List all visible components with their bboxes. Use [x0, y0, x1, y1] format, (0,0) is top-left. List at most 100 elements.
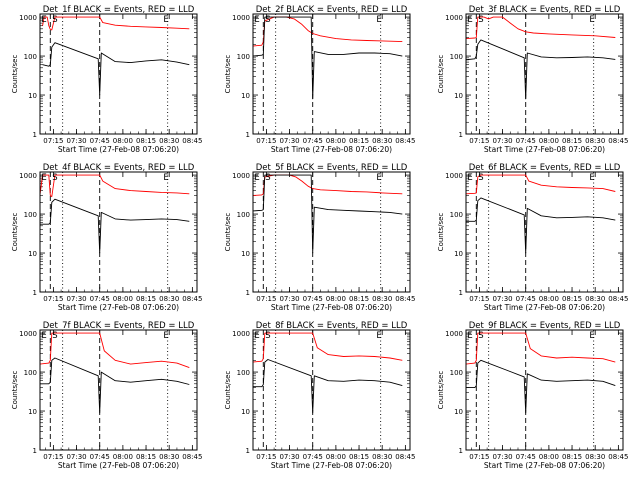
series-group — [40, 332, 190, 414]
y-tick-label: 100 — [237, 53, 250, 61]
series-line-events — [42, 42, 190, 96]
y-tick-label: 1000 — [19, 172, 37, 180]
x-tick-label: 08:45 — [395, 295, 415, 303]
series-line-lld — [42, 16, 190, 31]
x-tick-label: 07:45 — [90, 295, 110, 303]
y-axis-label: Counts/sec — [224, 55, 232, 94]
x-tick-label: 08:15 — [562, 295, 582, 303]
x-tick-label: 07:30 — [279, 453, 299, 461]
series-line-events — [253, 174, 403, 254]
x-tick-label: 07:45 — [516, 137, 536, 145]
y-tick-label: 1000 — [232, 330, 250, 338]
detector-chart-6: Det_6f BLACK = Events, RED = LLD 1 10 100 10… — [437, 163, 628, 312]
x-tick-label: 07:45 — [516, 453, 536, 461]
x-tick-label: 07:15 — [256, 453, 276, 461]
event-marker-label: S — [265, 331, 270, 341]
plot-frame — [465, 329, 624, 451]
x-tick-label: 08:00 — [539, 295, 559, 303]
x-axis-label: Start Time (27-Feb-08 07:06:20) — [484, 145, 605, 154]
series-line-lld — [253, 332, 403, 363]
x-tick-label: 07:15 — [469, 453, 489, 461]
x-tick-label: 07:15 — [256, 295, 276, 303]
plot-frame — [39, 171, 198, 293]
x-tick-label: 07:15 — [43, 137, 63, 145]
series-line-lld — [466, 174, 616, 195]
detector-chart-2: Det_2f BLACK = Events, RED = LLD 1 10 100 10… — [224, 5, 415, 154]
x-tick-label: 08:45 — [608, 453, 628, 461]
event-marker-label: E — [376, 331, 381, 341]
x-axis-label: Start Time (27-Feb-08 07:06:20) — [58, 145, 179, 154]
x-tick-label: 07:30 — [66, 137, 86, 145]
event-marker-label: S — [478, 173, 483, 183]
event-marker-label: E — [254, 331, 259, 341]
x-tick-label: 07:30 — [279, 295, 299, 303]
x-tick-label: 08:45 — [182, 295, 202, 303]
x-tick-label: 08:00 — [113, 295, 133, 303]
x-tick-label: 08:00 — [326, 137, 346, 145]
x-tick-label: 08:15 — [562, 137, 582, 145]
x-tick-label: 08:45 — [395, 137, 415, 145]
series-group — [40, 174, 190, 254]
event-marker-label: E — [41, 15, 46, 25]
chart-title: Det_3f BLACK = Events, RED = LLD — [469, 5, 621, 15]
series-line-events — [40, 198, 190, 254]
event-marker-label: S — [52, 173, 57, 183]
x-tick-label: 08:30 — [159, 137, 179, 145]
x-tick-label: 08:45 — [608, 137, 628, 145]
x-tick-label: 07:15 — [469, 295, 489, 303]
event-marker-label: E — [467, 331, 472, 341]
x-tick-label: 08:15 — [349, 453, 369, 461]
x-tick-label: 08:45 — [608, 295, 628, 303]
x-axis-label: Start Time (27-Feb-08 07:06:20) — [484, 303, 605, 312]
plot-frame — [252, 13, 411, 135]
x-tick-label: 07:45 — [90, 453, 110, 461]
x-tick-label: 07:15 — [256, 137, 276, 145]
y-tick-label: 1 — [33, 289, 37, 297]
x-tick-label: 08:45 — [395, 453, 415, 461]
x-tick-label: 08:30 — [372, 295, 392, 303]
y-tick-label: 10 — [28, 250, 37, 258]
y-tick-label: 1000 — [232, 172, 250, 180]
event-marker-label: E — [163, 331, 168, 341]
event-marker-label: E — [376, 173, 381, 183]
x-tick-label: 08:00 — [326, 295, 346, 303]
y-tick-label: 1 — [33, 131, 37, 139]
x-tick-label: 07:45 — [516, 295, 536, 303]
event-marker-label: E — [41, 173, 46, 183]
x-tick-label: 08:15 — [562, 453, 582, 461]
event-marker-label: E — [376, 15, 381, 25]
y-axis-label: Counts/sec — [224, 213, 232, 252]
x-tick-label: 08:30 — [159, 453, 179, 461]
y-tick-label: 100 — [24, 369, 37, 377]
y-tick-label: 1 — [459, 289, 463, 297]
event-marker-label: S — [52, 331, 57, 341]
event-marker-label: S — [265, 15, 270, 25]
x-tick-label: 08:15 — [349, 295, 369, 303]
x-tick-label: 07:30 — [279, 137, 299, 145]
event-marker-label: E — [467, 15, 472, 25]
y-tick-label: 1 — [246, 289, 250, 297]
y-tick-label: 1 — [246, 131, 250, 139]
event-marker-label: E — [163, 173, 168, 183]
x-axis-label: Start Time (27-Feb-08 07:06:20) — [58, 303, 179, 312]
event-marker-label: E — [467, 173, 472, 183]
y-tick-label: 10 — [28, 92, 37, 100]
y-tick-label: 1000 — [445, 14, 463, 22]
y-tick-label: 1 — [459, 131, 463, 139]
x-tick-label: 08:45 — [182, 137, 202, 145]
y-tick-label: 1000 — [19, 14, 37, 22]
chart-title: Det_9f BLACK = Events, RED = LLD — [469, 321, 621, 331]
y-tick-label: 10 — [241, 92, 250, 100]
y-axis-label: Counts/sec — [11, 55, 19, 94]
x-tick-label: 08:45 — [182, 453, 202, 461]
x-tick-label: 07:15 — [43, 453, 63, 461]
event-marker-label: S — [52, 15, 57, 25]
series-line-events — [253, 16, 403, 100]
event-marker-label: S — [478, 331, 483, 341]
x-tick-label: 08:30 — [585, 295, 605, 303]
x-tick-label: 08:30 — [159, 295, 179, 303]
chart-title: Det_4f BLACK = Events, RED = LLD — [43, 163, 195, 173]
series-line-events — [466, 359, 616, 414]
event-marker-label: E — [589, 331, 594, 341]
